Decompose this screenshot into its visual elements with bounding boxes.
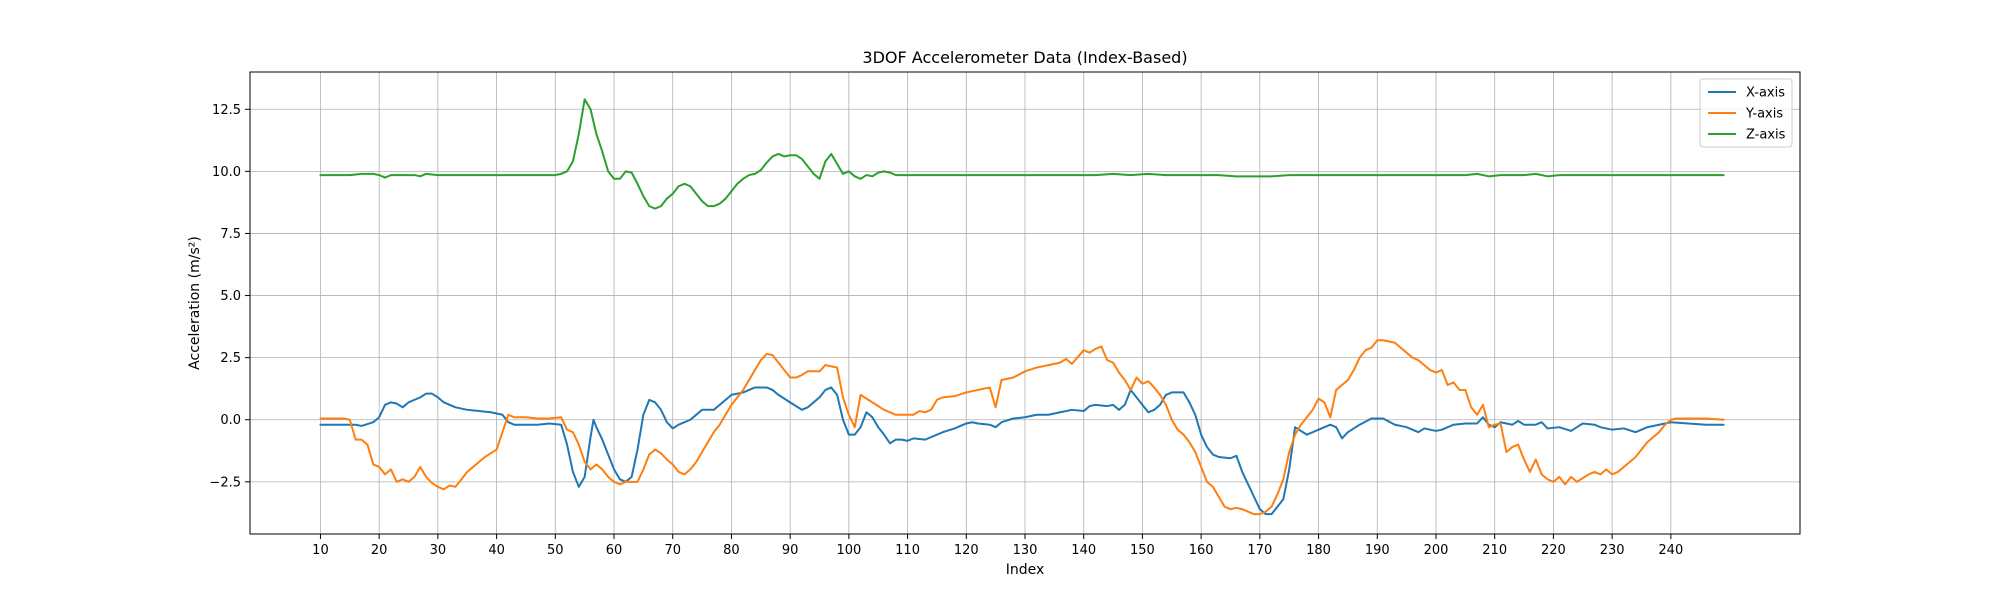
x-tick-label: 140 bbox=[1071, 543, 1096, 558]
x-tick-label: 10 bbox=[312, 543, 329, 558]
legend: X-axis Y-axis Z-axis bbox=[1699, 78, 1793, 148]
x-tick-label: 50 bbox=[547, 543, 564, 558]
series-line-x-axis bbox=[319, 386, 1725, 516]
x-tick-label: 200 bbox=[1424, 543, 1449, 558]
y-tick-label: 10.0 bbox=[212, 165, 241, 180]
x-tick-label: 30 bbox=[430, 543, 447, 558]
x-axis-label: Index bbox=[1006, 562, 1045, 578]
y-tick-label: 2.5 bbox=[220, 351, 241, 366]
x-tick-label: 130 bbox=[1013, 543, 1038, 558]
grid-lines bbox=[250, 72, 1800, 534]
x-tick-label: 80 bbox=[723, 543, 740, 558]
y-tick-label: 12.5 bbox=[212, 103, 241, 118]
x-tick-label: 160 bbox=[1189, 543, 1214, 558]
x-tick-label: 40 bbox=[488, 543, 505, 558]
x-tick-label: 90 bbox=[782, 543, 799, 558]
legend-box bbox=[1699, 78, 1793, 148]
y-tick-label: 5.0 bbox=[220, 289, 241, 304]
x-tick-label: 180 bbox=[1306, 543, 1331, 558]
x-tick-label: 190 bbox=[1365, 543, 1390, 558]
series-line-y-axis bbox=[319, 339, 1725, 516]
x-tick-label: 70 bbox=[664, 543, 681, 558]
x-tick-label: 100 bbox=[836, 543, 861, 558]
y-tick-label: 0.0 bbox=[220, 413, 241, 428]
x-tick-label: 120 bbox=[954, 543, 979, 558]
y-axis-ticks: −2.5 0.0 2.5 5.0 7.5 10.0 12.5 bbox=[209, 103, 250, 490]
x-tick-label: 230 bbox=[1600, 543, 1625, 558]
y-tick-label: −2.5 bbox=[209, 475, 241, 490]
legend-label: Z-axis bbox=[1746, 128, 1786, 143]
x-tick-label: 20 bbox=[371, 543, 388, 558]
x-tick-label: 220 bbox=[1541, 543, 1566, 558]
legend-entries: X-axis Y-axis Z-axis bbox=[1708, 86, 1786, 143]
y-axis-label: Acceleration (m/s²) bbox=[187, 236, 203, 370]
legend-label: X-axis bbox=[1746, 86, 1785, 101]
series-line-z-axis bbox=[319, 98, 1725, 210]
x-tick-label: 60 bbox=[606, 543, 623, 558]
x-tick-label: 210 bbox=[1482, 543, 1507, 558]
x-tick-label: 170 bbox=[1247, 543, 1272, 558]
x-tick-label: 150 bbox=[1130, 543, 1155, 558]
series-lines bbox=[319, 98, 1725, 516]
x-axis-ticks: 10 20 30 40 50 60 70 80 90 100 110 120 130 140 150 160 1… bbox=[312, 534, 1683, 558]
y-tick-label: 7.5 bbox=[220, 227, 241, 242]
x-tick-label: 240 bbox=[1658, 543, 1683, 558]
legend-label: Y-axis bbox=[1745, 107, 1783, 122]
x-tick-label: 110 bbox=[895, 543, 920, 558]
chart-title: 3DOF Accelerometer Data (Index-Based) bbox=[862, 48, 1187, 67]
